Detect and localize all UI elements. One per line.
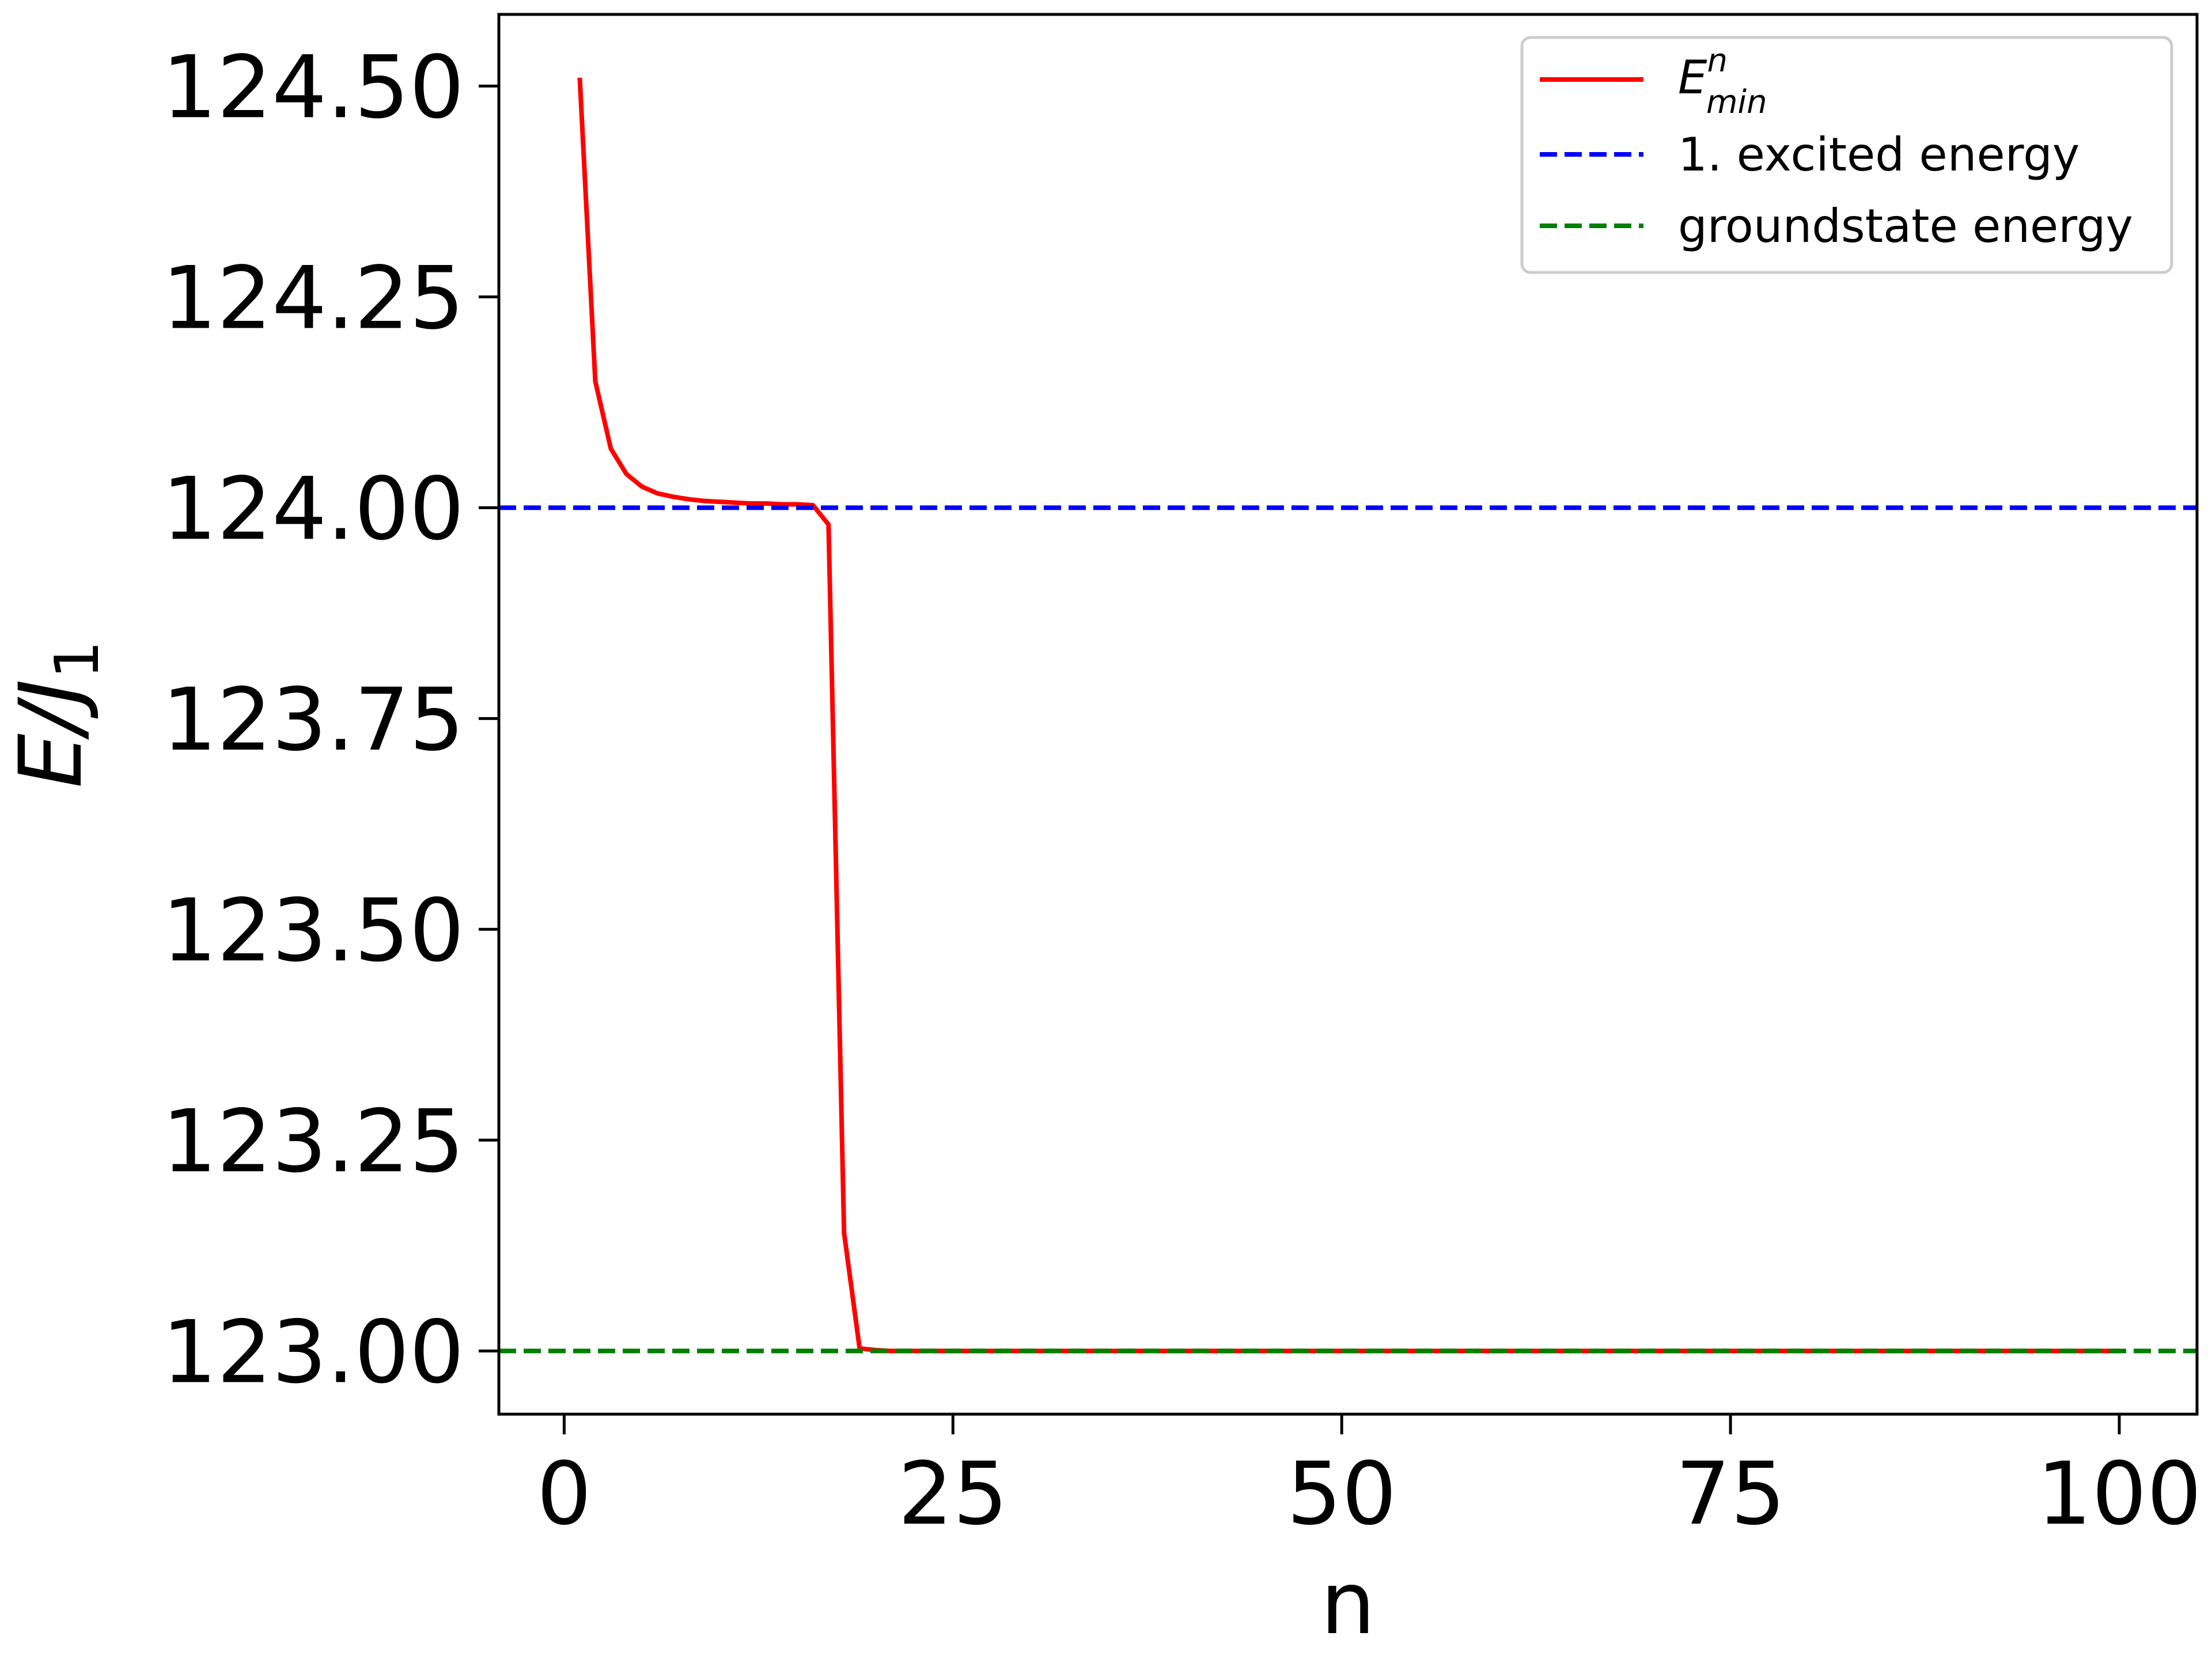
x-axis-title: n <box>1320 1554 1375 1654</box>
y-tick-label-5: 124.25 <box>162 248 464 349</box>
x-tick-label-0: 0 <box>537 1444 592 1544</box>
x-tick-label-3: 75 <box>1676 1444 1786 1544</box>
legend-label-emin-superscript: n <box>1707 42 1728 79</box>
x-tick-label-4: 100 <box>2037 1444 2202 1544</box>
y-tick-label-6: 124.50 <box>162 37 464 138</box>
legend-label-emin-main: E <box>1678 51 1707 104</box>
series-layer <box>499 77 2197 1354</box>
y-tick-label-0: 123.00 <box>162 1302 464 1403</box>
y-tick-label-1: 123.25 <box>162 1092 464 1192</box>
y-tick-label-4: 124.00 <box>162 459 464 559</box>
legend-label-emin-subscript: min <box>1706 84 1767 121</box>
x-axis: 0 25 50 75 100 <box>537 1414 2202 1544</box>
y-axis: 123.00 123.25 123.50 123.75 124.00 124.25 124.… <box>162 37 499 1403</box>
legend: En min 1. excited energy groundstate ener… <box>1520 36 2173 274</box>
x-tick-label-1: 25 <box>898 1444 1008 1544</box>
legend-label-groundstate: groundstate energy <box>1678 199 2133 253</box>
plot-area-frame <box>497 13 2199 1416</box>
legend-label-excited: 1. excited energy <box>1678 128 2080 181</box>
legend-frame <box>1520 36 2173 274</box>
y-tick-label-3: 123.75 <box>162 670 464 770</box>
y-axis-title-main: E/J <box>1 679 101 789</box>
y-axis-title-subscript: 1 <box>42 641 112 679</box>
y-tick-label-2: 123.50 <box>162 881 464 981</box>
y-axis-title: E/J1 <box>1 641 112 788</box>
legend-label-emin: En min <box>1678 42 1767 121</box>
x-tick-label-2: 50 <box>1287 1444 1397 1544</box>
